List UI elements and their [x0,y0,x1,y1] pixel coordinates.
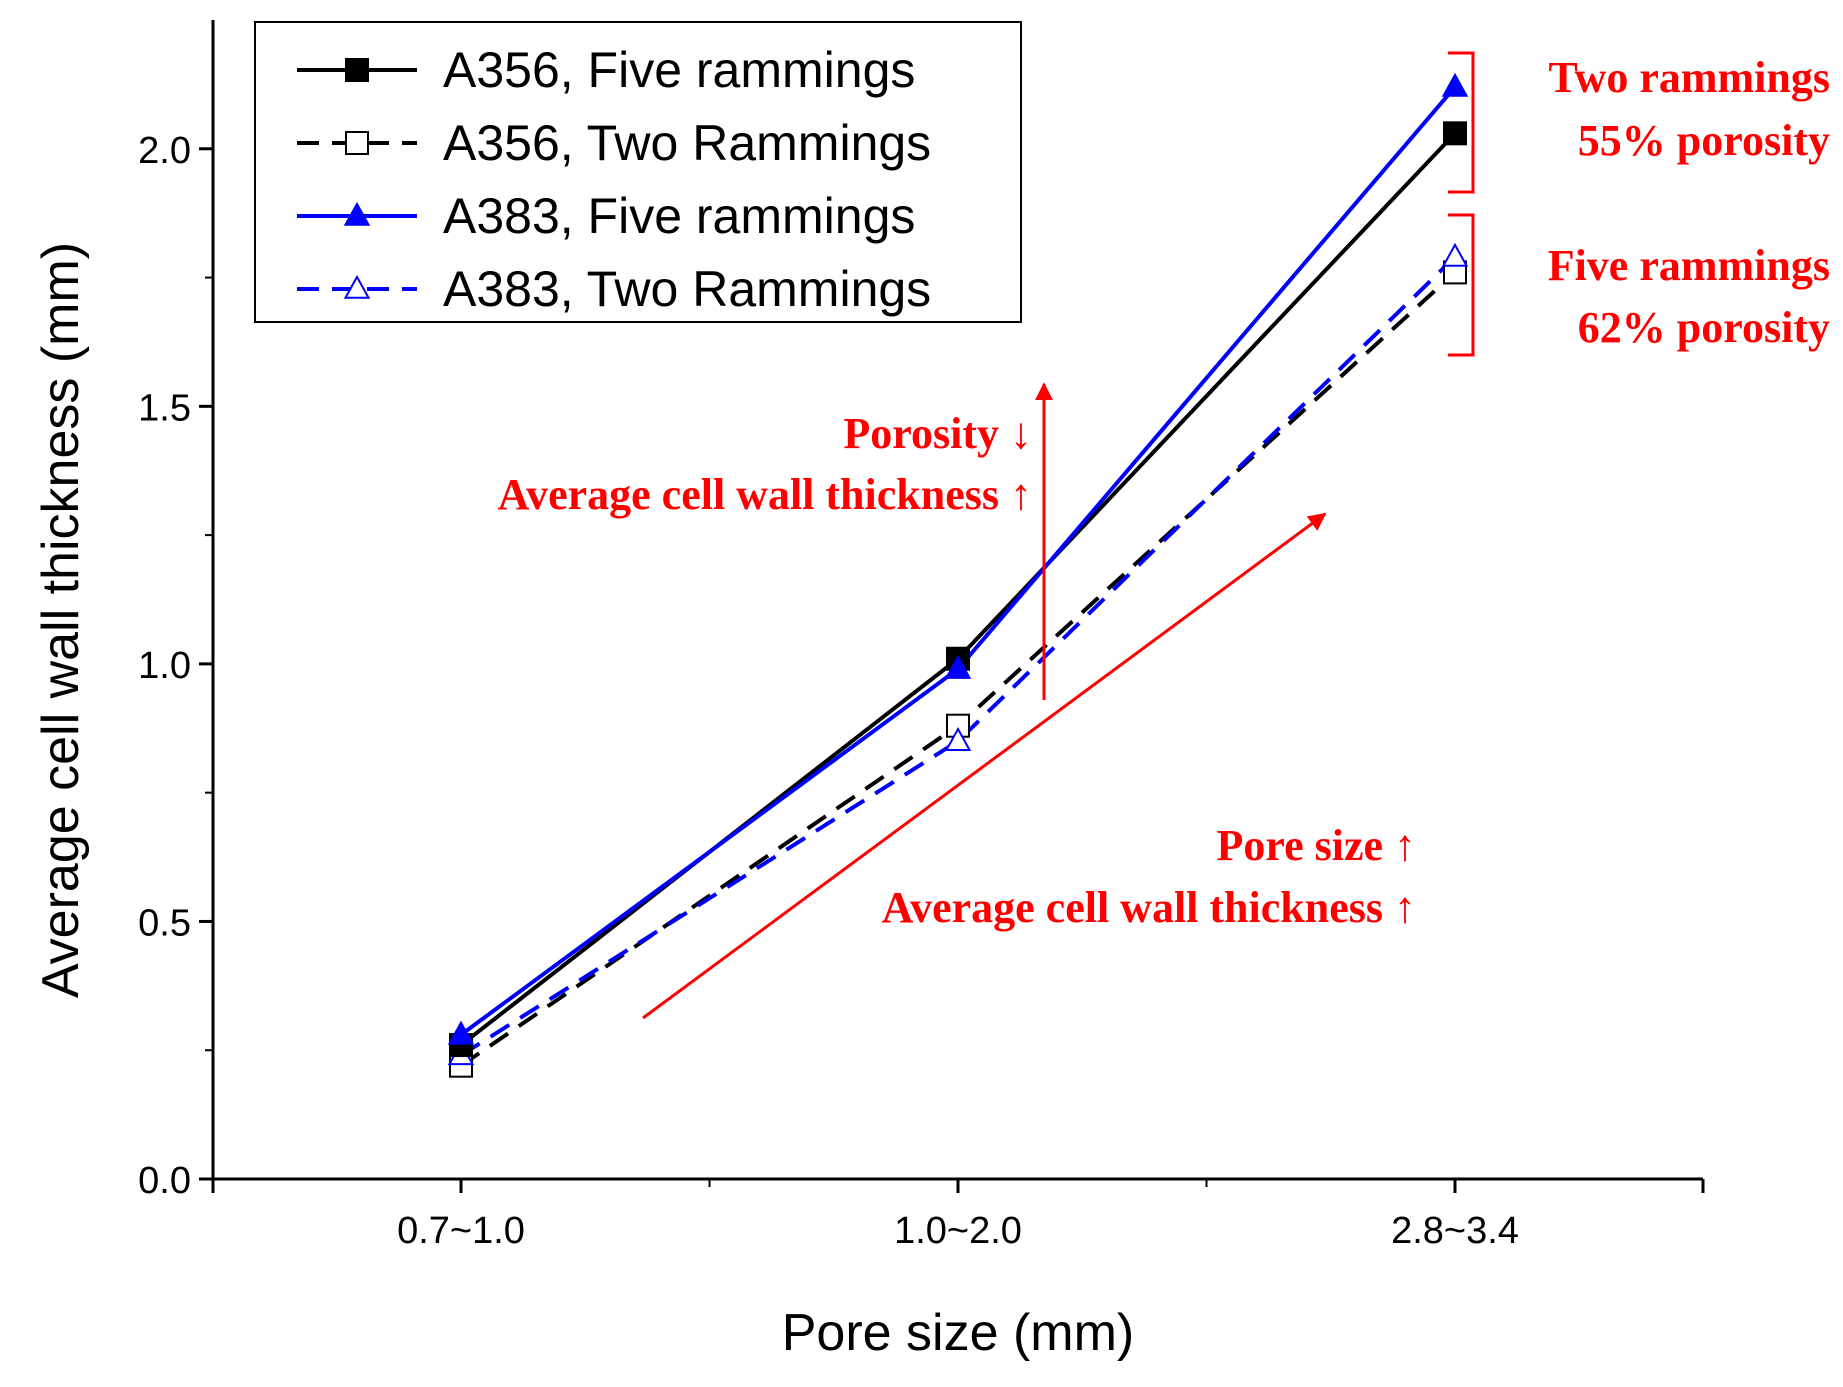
porosity-annotation-line2: Average cell wall thickness ↑ [498,470,1032,519]
data-point [944,654,972,679]
annotation-brackets [1448,51,1475,357]
porosity-annotation-line1: Porosity ↓ [843,409,1032,458]
two-rammings-annotation-line1: Two rammings [1548,53,1830,102]
legend-marker [343,201,371,226]
annotation-texts: Porosity ↓ Average cell wall thickness ↑… [498,53,1830,932]
legend: A356, Five rammings A356, Two Rammings A38… [254,21,1022,323]
series-a383-two-rammings [459,255,1457,1058]
legend-label: A356, Five rammings [443,42,915,98]
y-tick-label: 0.0 [138,1160,191,1202]
x-ticks: 0.7~1.0 1.0~2.0 2.8~3.4 [211,1179,1705,1252]
legend-item-a383-five-rammings: A383, Five rammings [297,188,915,244]
pore-size-annotation-line1: Pore size ↑ [1216,821,1416,870]
two-rammings-bracket [1448,51,1475,194]
legend-item-a356-five-rammings: A356, Five rammings [297,42,915,98]
annotation-arrows [642,382,1327,1020]
y-tick-label: 0.5 [138,902,191,944]
data-point [1443,121,1467,146]
legend-label: A383, Two Rammings [443,261,931,317]
x-tick-label: 2.8~3.4 [1391,1210,1519,1252]
axes: 0.0 0.5 1.0 1.5 2.0 0.7~1.0 1.0~2.0 2.8~3.4 [138,20,1705,1252]
series-layer [447,72,1469,1078]
series-line [459,255,1457,1058]
legend-marker [345,58,369,82]
y-tick-label: 2.0 [138,130,191,172]
five-rammings-annotation-line2: 62% porosity [1578,303,1830,352]
legend-marker [343,274,371,299]
legend-label: A383, Five rammings [443,188,915,244]
y-ticks: 0.0 0.5 1.0 1.5 2.0 [138,130,213,1202]
legend-items: A356, Five rammings A356, Two Rammings A38… [297,42,931,317]
pore-size-annotation-line2: Average cell wall thickness ↑ [882,883,1416,932]
x-tick-label: 1.0~2.0 [894,1210,1022,1252]
two-rammings-annotation-line2: 55% porosity [1578,116,1830,165]
legend-item-a356-two-rammings: A356, Two Rammings [297,115,931,171]
five-rammings-annotation-line1: Five rammings [1548,241,1830,290]
markers-a383-five-rammings [447,72,1469,1045]
x-axis-label: Pore size (mm) [782,1304,1134,1362]
y-tick-label: 1.5 [138,387,191,429]
y-tick-label: 1.0 [138,645,191,687]
legend-label: A356, Two Rammings [443,115,931,171]
legend-item-a383-two-rammings: A383, Two Rammings [297,261,931,317]
data-point [1441,242,1469,267]
data-point [1441,72,1469,97]
five-rammings-bracket [1448,213,1475,357]
data-point [447,1020,475,1045]
y-axis-label: Average cell wall thickness (mm) [32,242,90,998]
x-tick-label: 0.7~1.0 [397,1210,525,1252]
data-point [944,726,972,751]
pore-size-arrow [642,512,1327,1020]
legend-marker [345,131,369,155]
